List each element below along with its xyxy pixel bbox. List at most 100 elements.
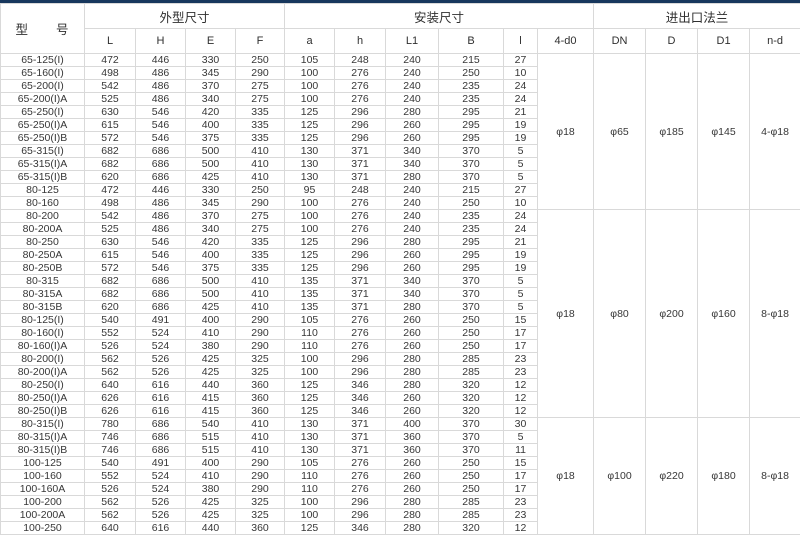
column-header-H: H: [135, 28, 186, 54]
value-cell: 546: [135, 105, 186, 119]
value-cell: 12: [503, 391, 539, 405]
model-cell: 80-315B: [0, 300, 85, 314]
value-cell: 296: [334, 495, 387, 509]
value-cell: 616: [135, 391, 186, 405]
flange-spec-cell: φ185: [645, 53, 699, 210]
value-cell: 235: [438, 222, 505, 236]
value-cell: 371: [334, 287, 387, 301]
value-cell: 5: [503, 430, 539, 444]
value-cell: 320: [438, 378, 505, 392]
table-row: 80-315(I) 780 686 540 410 130 371 400 370 30 φ18 φ1…: [0, 417, 800, 535]
value-cell: 280: [385, 170, 440, 184]
value-cell: 346: [334, 391, 387, 405]
model-cell: 100-200: [0, 495, 85, 509]
value-cell: 295: [438, 105, 505, 119]
column-header-l: l: [503, 28, 539, 54]
value-cell: 215: [438, 183, 505, 197]
value-cell: 5: [503, 274, 539, 288]
value-cell: 276: [334, 222, 387, 236]
value-cell: 371: [334, 430, 387, 444]
group-header-overall-dimensions: 外型尺寸: [83, 3, 286, 29]
value-cell: 410: [234, 170, 286, 184]
value-cell: 546: [135, 131, 186, 145]
value-cell: 370: [438, 274, 505, 288]
value-cell: 682: [84, 157, 136, 171]
model-cell: 80-125(I): [0, 313, 85, 327]
column-header-L: L: [84, 28, 136, 54]
value-cell: 276: [334, 196, 387, 210]
value-cell: 615: [84, 118, 136, 132]
value-cell: 540: [185, 417, 236, 431]
value-cell: 260: [385, 482, 440, 496]
value-cell: 130: [284, 170, 336, 184]
value-cell: 486: [135, 209, 186, 223]
value-cell: 360: [234, 378, 286, 392]
value-cell: 325: [234, 352, 286, 366]
group-header-mounting-dimensions: 安装尺寸: [284, 3, 595, 29]
value-cell: 235: [438, 209, 505, 223]
table-row: 80-200 542 486 370 275 100 276 240 235 24 φ18 φ80 φ2…: [0, 209, 800, 418]
value-cell: 410: [234, 157, 286, 171]
value-cell: 280: [385, 235, 440, 249]
value-cell: 526: [84, 482, 136, 496]
value-cell: 19: [503, 118, 539, 132]
value-cell: 296: [334, 118, 387, 132]
value-cell: 296: [334, 352, 387, 366]
value-cell: 410: [234, 300, 286, 314]
value-cell: 19: [503, 131, 539, 145]
value-cell: 11: [503, 443, 539, 457]
value-cell: 21: [503, 105, 539, 119]
value-cell: 260: [385, 469, 440, 483]
model-cell: 80-200(I)A: [0, 365, 85, 379]
value-cell: 746: [84, 443, 136, 457]
model-cell: 80-250A: [0, 248, 85, 262]
value-cell: 420: [185, 235, 236, 249]
model-cell: 65-125(I): [0, 53, 85, 67]
value-cell: 105: [284, 53, 336, 67]
value-cell: 295: [438, 248, 505, 262]
value-cell: 125: [284, 105, 336, 119]
value-cell: 425: [185, 508, 236, 522]
value-cell: 425: [185, 352, 236, 366]
value-cell: 290: [234, 339, 286, 353]
value-cell: 371: [334, 300, 387, 314]
value-cell: 12: [503, 404, 539, 418]
value-cell: 686: [135, 417, 186, 431]
value-cell: 276: [334, 92, 387, 106]
value-cell: 10: [503, 196, 539, 210]
value-cell: 370: [438, 417, 505, 431]
model-cell: 80-200A: [0, 222, 85, 236]
column-header-L1: L1: [385, 28, 440, 54]
value-cell: 330: [185, 183, 236, 197]
value-cell: 250: [438, 456, 505, 470]
value-cell: 290: [234, 482, 286, 496]
value-cell: 130: [284, 144, 336, 158]
column-header-D1: D1: [697, 28, 751, 54]
table-row: 65-125(I) 472 446 330 250 105 248 240 215 27 φ18 φ6…: [0, 53, 800, 210]
value-cell: 540: [84, 313, 136, 327]
value-cell: 686: [135, 300, 186, 314]
value-cell: 525: [84, 92, 136, 106]
value-cell: 276: [334, 482, 387, 496]
value-cell: 125: [284, 378, 336, 392]
value-cell: 425: [185, 495, 236, 509]
value-cell: 130: [284, 417, 336, 431]
value-cell: 491: [135, 313, 186, 327]
value-cell: 135: [284, 287, 336, 301]
value-cell: 500: [185, 144, 236, 158]
column-header-h: h: [334, 28, 387, 54]
table-row: 100-200 562 526 425 325 100 296 280 285 23: [0, 495, 800, 509]
value-cell: 21: [503, 235, 539, 249]
table-body: 65-125(I) 472 446 330 250 105 248 240 215 27 φ18 φ6…: [0, 53, 800, 535]
table-row: 80-125(I) 540 491 400 290 105 276 260 250 15: [0, 313, 800, 327]
flange-spec-cell: φ180: [697, 417, 751, 535]
value-cell: 526: [135, 508, 186, 522]
value-cell: 330: [185, 53, 236, 67]
value-cell: 440: [185, 521, 236, 535]
table-row: 100-125 540 491 400 290 105 276 260 250 15: [0, 456, 800, 470]
value-cell: 23: [503, 352, 539, 366]
value-cell: 240: [385, 79, 440, 93]
value-cell: 280: [385, 300, 440, 314]
value-cell: 285: [438, 365, 505, 379]
value-cell: 620: [84, 300, 136, 314]
